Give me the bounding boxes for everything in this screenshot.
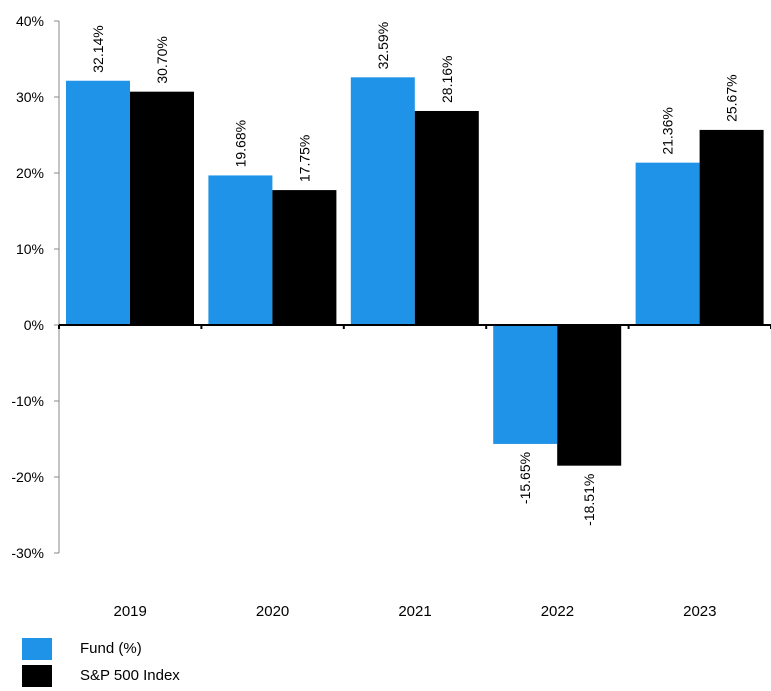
sp500-value-label-2023: 25.67% [724, 74, 740, 121]
legend-swatch-sp500 [22, 664, 52, 687]
x-tick-label: 2023 [683, 603, 716, 620]
legend-label-fund: Fund (%) [80, 640, 142, 657]
y-tick-label: 40% [16, 13, 44, 29]
sp500-bar-2021 [414, 110, 479, 325]
legend: Fund (%) S&P 500 Index [22, 636, 422, 688]
fund-bar-2021 [350, 77, 415, 325]
sp500-value-label-2021: 28.16% [439, 55, 455, 102]
y-tick-label: -10% [11, 393, 44, 409]
x-tick-label: 2019 [114, 603, 147, 620]
x-axis: 2019 2020 2021 2022 2023 [58, 324, 771, 620]
fund-value-label-2021: 32.59% [375, 22, 391, 69]
x-tick-label: 2021 [398, 603, 431, 620]
legend-item-sp500: S&P 500 Index [22, 663, 180, 688]
fund-value-label-2022: -15.65% [517, 452, 533, 504]
fund-value-label-2019: 32.14% [90, 25, 106, 72]
sp500-bar-2019 [130, 91, 194, 326]
y-axis: 40% 30% 20% 10% 0% -10% -20% -30% [11, 13, 60, 561]
fund-value-label-2020: 19.68% [232, 120, 248, 167]
sp500-value-label-2019: 30.70% [154, 36, 170, 83]
sp500-bar-2022 [557, 325, 622, 466]
fund-bar-2019 [66, 80, 130, 326]
sp500-value-label-2022: -18.51% [581, 474, 597, 526]
bars: 32.14% 30.70% 19.68% 17.75% 32.59% 28.16% -15.… [66, 22, 764, 526]
y-tick-label: 10% [16, 241, 44, 257]
sp500-bar-2020 [272, 190, 337, 325]
y-tick-label: 0% [24, 317, 44, 333]
fund-bar-2020 [208, 175, 273, 325]
y-tick-label: -30% [11, 545, 44, 561]
sp500-value-label-2020: 17.75% [296, 135, 312, 182]
legend-label-sp500: S&P 500 Index [80, 667, 180, 684]
y-tick-label: 30% [16, 89, 44, 105]
y-tick-label: -20% [11, 469, 44, 485]
sp500-bar-2023 [699, 129, 764, 325]
fund-bar-2023 [635, 162, 700, 325]
legend-swatch-fund [22, 637, 52, 660]
fund-value-label-2023: 21.36% [660, 107, 676, 154]
fund-bar-2022 [493, 325, 558, 444]
legend-item-fund: Fund (%) [22, 636, 142, 661]
x-tick-label: 2022 [541, 603, 574, 620]
y-tick-label: 20% [16, 165, 44, 181]
x-tick-label: 2020 [256, 603, 289, 620]
